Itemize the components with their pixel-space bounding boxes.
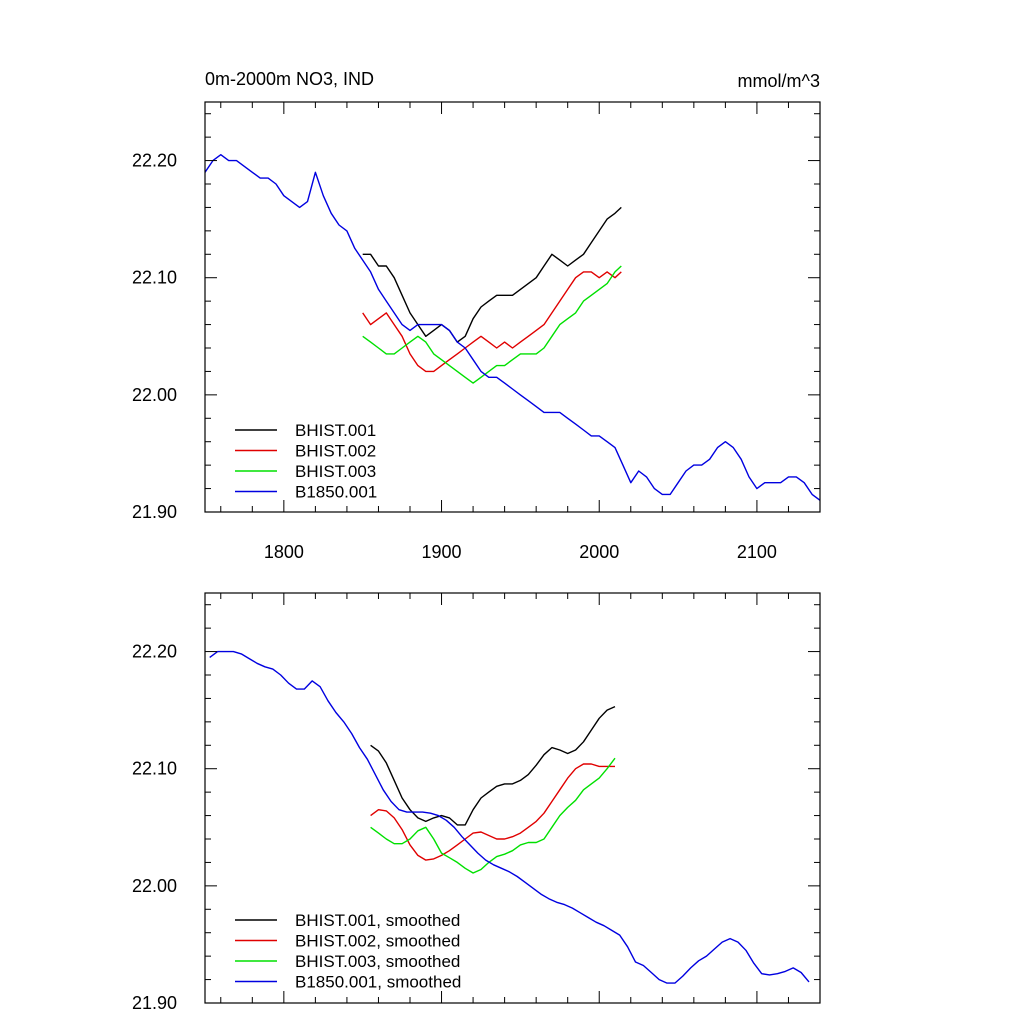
- top-chart: 0m-2000m NO3, IND mmol/m^3 21.90 22.00 22.…: [132, 69, 821, 562]
- bottom-chart-series-bhist-002: [370, 763, 615, 861]
- bottom-chart-ticks: 21.90 22.00 22.10 22.20: [132, 593, 821, 1013]
- top-chart-series-b1850-001: [205, 153, 820, 501]
- bottom-chart-series-bhist-001: [370, 705, 616, 826]
- top-chart-x-tick-label: 2000: [579, 542, 619, 562]
- bottom-chart-plot-frame: [204, 592, 821, 1004]
- bottom-chart-legend: BHIST.001, smoothed BHIST.002, smoothedBH…: [235, 911, 461, 992]
- bottom-chart-y-tick-label: 22.00: [132, 876, 177, 896]
- top-chart-y-tick-label: 22.00: [132, 385, 177, 405]
- top-chart-y-tick-label: 21.90: [132, 502, 177, 522]
- bottom-chart-series-b1850-001: [209, 650, 810, 984]
- top-chart-series-bhist-002: [362, 271, 622, 373]
- top-chart-series: [205, 153, 820, 501]
- bottom-chart-legend-label: B1850.001, smoothed: [295, 973, 461, 992]
- top-chart-ticks: 21.90 22.00 22.10 22.20 1800 1900 2000 2100: [132, 102, 821, 562]
- bottom-chart-legend-label: BHIST.003, smoothed: [295, 952, 460, 971]
- bottom-chart-legend-label: BHIST.001, smoothed: [295, 911, 460, 930]
- top-chart-y-tick-label: 22.20: [132, 151, 177, 171]
- top-chart-title: 0m-2000m NO3, IND: [205, 69, 374, 89]
- top-chart-x-tick-label: 2100: [737, 542, 777, 562]
- top-chart-legend-label: BHIST.003: [295, 462, 376, 481]
- bottom-chart-y-tick-label: 21.90: [132, 993, 177, 1013]
- top-chart-legend-label: BHIST.002: [295, 442, 376, 461]
- bottom-chart-series: [209, 650, 810, 984]
- top-chart-y-tick-label: 22.10: [132, 268, 177, 288]
- top-chart-units: mmol/m^3: [738, 71, 820, 91]
- bottom-chart-y-tick-label: 22.20: [132, 642, 177, 662]
- bottom-chart-legend-label: BHIST.002, smoothed: [295, 932, 460, 951]
- top-chart-legend-label: BHIST.001: [295, 421, 376, 440]
- top-chart-x-tick-label: 1800: [264, 542, 304, 562]
- bottom-chart-y-tick-label: 22.10: [132, 759, 177, 779]
- bottom-chart-series-bhist-003: [370, 757, 616, 874]
- top-chart-x-tick-label: 1900: [422, 542, 462, 562]
- bottom-chart: 21.90 22.00 22.10 22.20 BHIST.001, smoothed…: [132, 592, 821, 1013]
- top-chart-series-bhist-001: [362, 206, 622, 343]
- top-chart-legend-label: B1850.001: [295, 483, 377, 502]
- top-chart-plot-frame: [204, 101, 821, 513]
- top-chart-series-bhist-003: [362, 265, 622, 384]
